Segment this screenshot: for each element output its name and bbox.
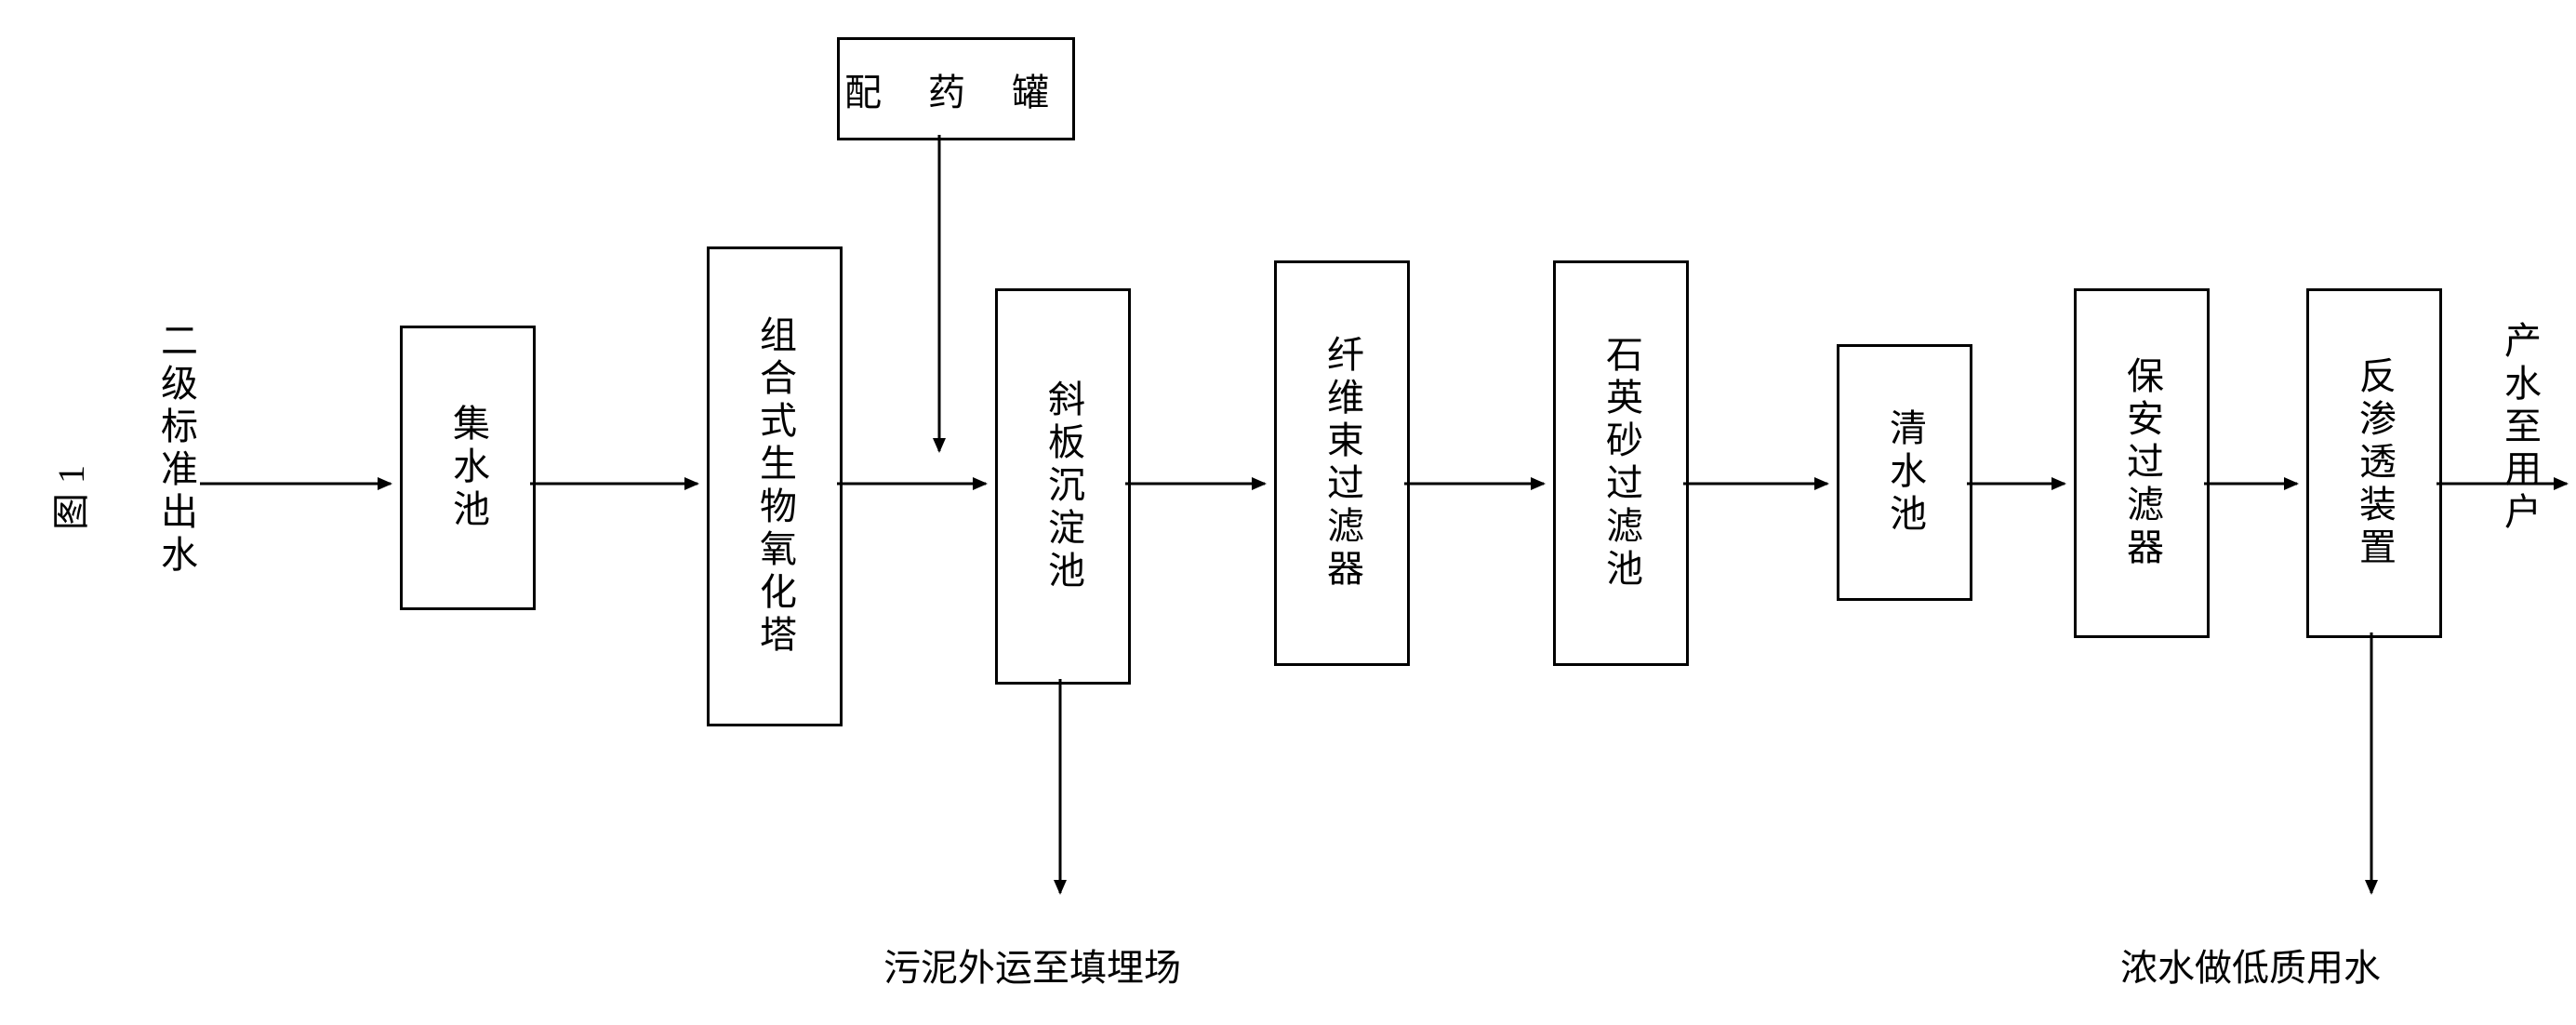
- sump-text: 集水池: [441, 404, 495, 532]
- output-label: 产水至用户: [2492, 321, 2546, 535]
- security-filter-text: 保安过滤器: [2115, 356, 2169, 570]
- sump-box: 集水池: [400, 326, 536, 610]
- ro-unit-box: 反渗透装置: [2306, 288, 2442, 638]
- dosing-tank-box: 配 药 罐: [837, 37, 1075, 140]
- diagram-canvas: 图 1 二级标准出水 产水至用户 配 药 罐 集水池 组合式生物氧化塔 斜板沉淀…: [0, 0, 2576, 1025]
- dosing-tank-text: 配 药 罐: [844, 62, 1068, 116]
- figure-label: 图 1: [41, 465, 95, 530]
- security-filter-box: 保安过滤器: [2074, 288, 2210, 638]
- sludge-label: 污泥外运至填埋场: [883, 938, 1181, 992]
- concentrate-label: 浓水做低质用水: [2120, 938, 2381, 992]
- sand-filter-text: 石英砂过滤池: [1594, 335, 1648, 592]
- clear-tank-text: 清水池: [1878, 408, 1932, 537]
- sand-filter-box: 石英砂过滤池: [1553, 260, 1689, 666]
- inclined-tank-box: 斜板沉淀池: [995, 288, 1131, 685]
- fiber-filter-box: 纤维束过滤器: [1274, 260, 1410, 666]
- clear-tank-box: 清水池: [1837, 344, 1972, 601]
- bio-tower-box: 组合式生物氧化塔: [707, 246, 843, 726]
- fiber-filter-text: 纤维束过滤器: [1315, 335, 1369, 592]
- inclined-tank-text: 斜板沉淀池: [1036, 379, 1090, 593]
- input-label: 二级标准出水: [149, 321, 203, 578]
- ro-unit-text: 反渗透装置: [2347, 356, 2401, 570]
- bio-tower-text: 组合式生物氧化塔: [748, 315, 802, 658]
